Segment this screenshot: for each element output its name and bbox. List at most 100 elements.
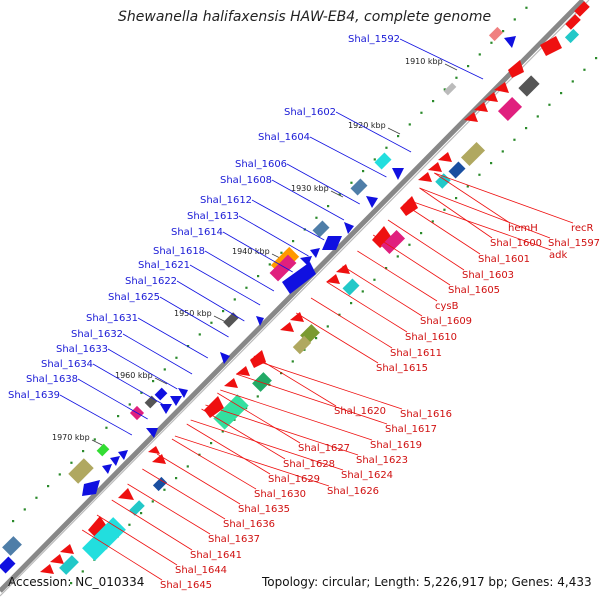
gene-label-reverse: Shal_1615	[376, 363, 428, 374]
gene-forward-feature	[154, 387, 168, 401]
leader-line	[59, 394, 133, 436]
leader-line	[92, 363, 163, 405]
gene-labels: Shal_1592 Shal_1602 Shal_1604 Shal_1606 Shal…	[8, 34, 600, 591]
gene-label-reverse: Shal_1617	[385, 424, 437, 435]
leader-line	[222, 231, 293, 273]
tick-dot	[315, 337, 318, 340]
tick-dot	[152, 380, 155, 383]
tick-dot	[187, 345, 190, 348]
tick-dot	[175, 356, 178, 359]
leader-line	[419, 187, 551, 239]
tick-dot	[58, 473, 61, 476]
gene-green-feature	[96, 443, 110, 457]
tick-dot	[23, 508, 26, 511]
gene-forward-feature	[392, 168, 404, 180]
gene-label-forward: Shal_1622	[125, 276, 177, 287]
leader-line	[190, 419, 344, 471]
tick-dot	[560, 92, 563, 95]
gene-label-reverse: Shal_1641	[190, 550, 242, 561]
leader-line	[137, 317, 209, 359]
leader-line	[176, 280, 245, 322]
tick-dot	[385, 267, 388, 270]
leader-line	[399, 38, 484, 80]
gene-reverse-feature	[418, 172, 432, 182]
gene-label-forward: Shal_1618	[153, 246, 205, 257]
gene-label-forward: Shal_1614	[171, 227, 223, 238]
backbone-outer-line	[0, 0, 585, 593]
gene-blue-feature	[448, 161, 466, 179]
tick-dot	[233, 298, 236, 301]
kbp-tick-label: 1910 kbp	[405, 57, 443, 66]
leader-line	[122, 333, 193, 375]
gene-label-reverse: Shal_1637	[208, 534, 260, 545]
kbp-tick-line	[91, 439, 105, 447]
gene-reverse-feature	[60, 544, 74, 554]
gene-label-reverse: Shal_1627	[298, 443, 350, 454]
tick-dot	[327, 205, 330, 208]
tick-dot	[128, 403, 131, 406]
gene-label-forward: Shal_1612	[200, 195, 252, 206]
gene-label-reverse: hemH	[508, 223, 538, 234]
leader-line	[251, 199, 325, 241]
tick-dot	[548, 103, 551, 106]
gene-features	[0, 1, 590, 575]
gene-label-reverse: Shal_1603	[462, 270, 514, 281]
leader-line	[81, 529, 163, 581]
tick-dot	[361, 290, 364, 293]
gene-label-reverse: Shal_1628	[283, 459, 335, 470]
gene-reverse-feature	[372, 226, 392, 248]
tick-dot	[326, 325, 329, 328]
tick-dot	[408, 243, 411, 246]
leader-line	[127, 483, 211, 535]
tick-dot	[362, 170, 365, 173]
leader-line	[271, 179, 345, 221]
gene-reverse-feature	[574, 1, 590, 17]
accession-text: Accession: NC_010334	[8, 575, 145, 589]
leader-line	[235, 373, 388, 425]
leader-line	[419, 187, 493, 239]
tick-dot	[210, 442, 213, 445]
tick-dot	[163, 488, 166, 491]
tick-dot	[350, 181, 353, 184]
gene-forward-feature	[322, 236, 342, 250]
gene-teal-feature	[59, 555, 79, 575]
leader-line	[159, 296, 229, 338]
gene-label-reverse: Shal_1600	[490, 238, 542, 249]
tick-dot	[268, 263, 271, 266]
gene-forward-feature	[366, 196, 378, 208]
gene-forward-feature	[256, 316, 264, 326]
gene-label-forward: Shal_1592	[348, 34, 400, 45]
gene-forward-feature	[170, 396, 182, 406]
gene-forward-feature	[110, 456, 120, 466]
gene-label-reverse: Shal_1601	[478, 254, 530, 265]
gene-reverse-feature	[88, 516, 108, 538]
gene-label-forward: Shal_1608	[220, 175, 272, 186]
gene-reverse-feature	[494, 82, 509, 93]
tick-dot	[70, 582, 73, 585]
tick-dot	[513, 18, 516, 21]
tick-dot	[117, 415, 120, 418]
gene-label-forward: Shal_1639	[8, 390, 60, 401]
tick-dot	[478, 173, 481, 176]
gene-forward-feature	[118, 450, 128, 460]
tick-dot	[47, 485, 50, 488]
gene-green-feature	[252, 372, 272, 392]
gene-forward-feature	[504, 36, 516, 48]
kbp-tick-label: 1960 kbp	[115, 371, 153, 380]
leader-line	[111, 499, 193, 551]
tick-dot	[408, 123, 411, 126]
leader-line	[174, 435, 330, 487]
gene-forward-feature	[344, 222, 354, 234]
leader-line	[220, 389, 373, 441]
leader-line	[434, 172, 574, 224]
tick-dot	[502, 30, 505, 33]
gene-forward-feature	[0, 556, 16, 574]
gene-teal-feature	[564, 28, 580, 44]
tick-dot	[221, 430, 224, 433]
kbp-tick-line	[213, 315, 227, 323]
tick-dot	[245, 286, 248, 289]
gene-label-reverse: Shal_1609	[420, 316, 472, 327]
tick-dot	[93, 438, 96, 441]
tick-dot	[571, 80, 574, 83]
